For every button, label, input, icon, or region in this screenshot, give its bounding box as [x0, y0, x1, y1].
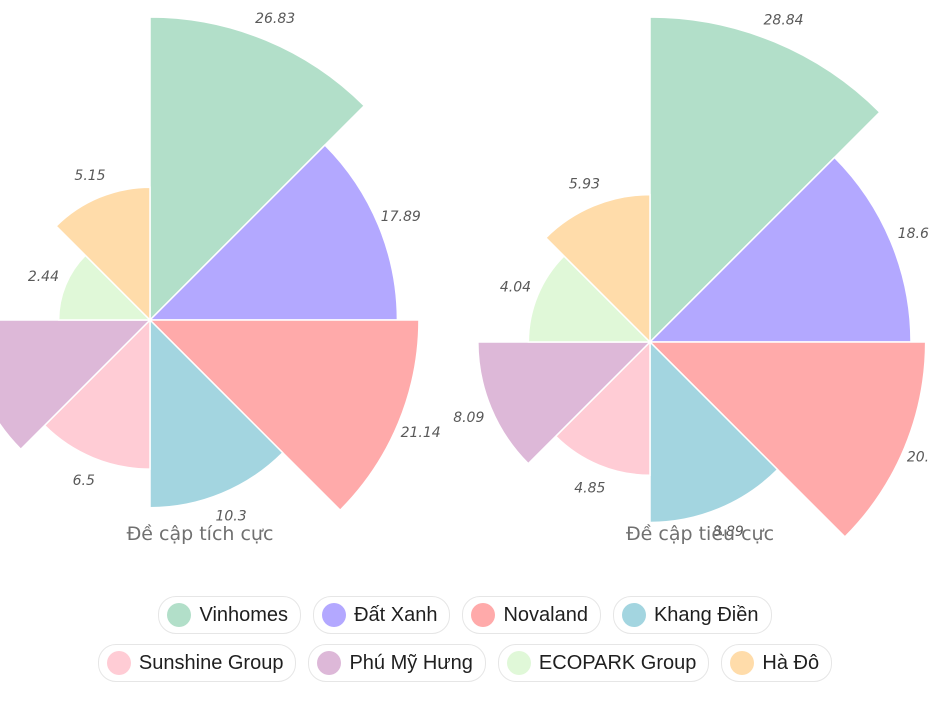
legend-item-novaland[interactable]: Novaland — [462, 596, 601, 634]
legend-label: Khang Điền — [653, 603, 759, 626]
sector-sunshine-group[interactable] — [554, 340, 651, 477]
value-label: 2.44 — [28, 269, 59, 285]
legend-swatch — [471, 603, 496, 627]
legend-item-vinhomes[interactable]: Vinhomes — [158, 596, 302, 634]
legend-label: Phú Mỹ Hưng — [349, 651, 473, 674]
sector-phú-mỹ-hưng[interactable] — [477, 341, 652, 465]
legend-row: Sunshine Group Phú Mỹ Hưng ECOPARK Group… — [0, 644, 930, 682]
sector-hà-đô[interactable] — [544, 193, 651, 344]
legend-item-dat-xanh[interactable]: Đất Xanh — [313, 596, 451, 634]
legend-label: Vinhomes — [199, 603, 289, 626]
sector-vinhomes[interactable] — [149, 16, 366, 322]
legend-item-phu-my-hung[interactable]: Phú Mỹ Hưng — [308, 644, 486, 682]
value-label: 28.84 — [764, 13, 804, 29]
chart-title: Đề cập tích cực — [127, 523, 274, 545]
sector-vinhomes[interactable] — [649, 16, 881, 344]
value-label: 17.89 — [381, 209, 421, 225]
sector-đất-xanh[interactable] — [648, 156, 912, 343]
polar-chart-2: 28.84 18.6 20.75 8.89 4.85 8.09 4.04 5.93 Đề cập… — [453, 13, 930, 545]
legend-item-ecopark-group[interactable]: ECOPARK Group — [497, 644, 710, 682]
sector-phú-mỹ-hưng[interactable] — [0, 319, 152, 451]
value-label: 10.3 — [215, 509, 246, 525]
legend-swatch — [317, 651, 342, 675]
sector-khang-điền[interactable] — [649, 340, 779, 524]
value-label: 5.15 — [74, 168, 105, 184]
legend-label: Sunshine Group — [138, 651, 284, 674]
value-label: 18.6 — [898, 226, 929, 242]
sector-novaland[interactable] — [148, 319, 420, 512]
value-label: 6.5 — [73, 473, 95, 489]
legend-swatch — [621, 603, 646, 627]
legend-item-khang-dien[interactable]: Khang Điền — [612, 596, 772, 634]
legend-row: Vinhomes Đất Xanh Novaland Khang Điền — [0, 596, 930, 634]
chart-title: Đề cập tiêu cực — [626, 523, 774, 545]
value-label: 8.89 — [713, 524, 744, 540]
value-label: 4.85 — [574, 480, 605, 496]
legend-swatch — [106, 651, 131, 675]
legend-label: Novaland — [503, 603, 588, 626]
value-label: 8.09 — [453, 410, 484, 426]
value-label: 21.14 — [401, 425, 441, 441]
legend-item-ha-do[interactable]: Hà Đô — [721, 644, 833, 682]
legend-swatch — [506, 651, 531, 675]
value-label: 20.75 — [907, 450, 930, 466]
sector-ecopark-group[interactable] — [527, 254, 652, 343]
sector-ecopark-group[interactable] — [57, 254, 152, 321]
value-label: 26.83 — [255, 11, 295, 27]
sector-novaland[interactable] — [648, 341, 927, 538]
legend-swatch — [322, 603, 347, 627]
sector-hà-đô[interactable] — [55, 186, 151, 322]
legend-label: ECOPARK Group — [538, 651, 697, 674]
value-label: 5.93 — [569, 177, 600, 193]
legend-swatch — [730, 651, 755, 675]
legend-swatch — [167, 603, 192, 627]
sector-đất-xanh[interactable] — [148, 143, 399, 321]
value-label: 4.04 — [500, 279, 531, 295]
sector-sunshine-group[interactable] — [43, 318, 151, 470]
legend: Vinhomes Đất Xanh Novaland Khang Điền Su… — [0, 596, 930, 692]
legend-label: Đất Xanh — [354, 603, 438, 626]
sector-khang-điền[interactable] — [149, 318, 284, 509]
legend-label: Hà Đô — [762, 651, 820, 674]
legend-item-sunshine-group[interactable]: Sunshine Group — [97, 644, 297, 682]
